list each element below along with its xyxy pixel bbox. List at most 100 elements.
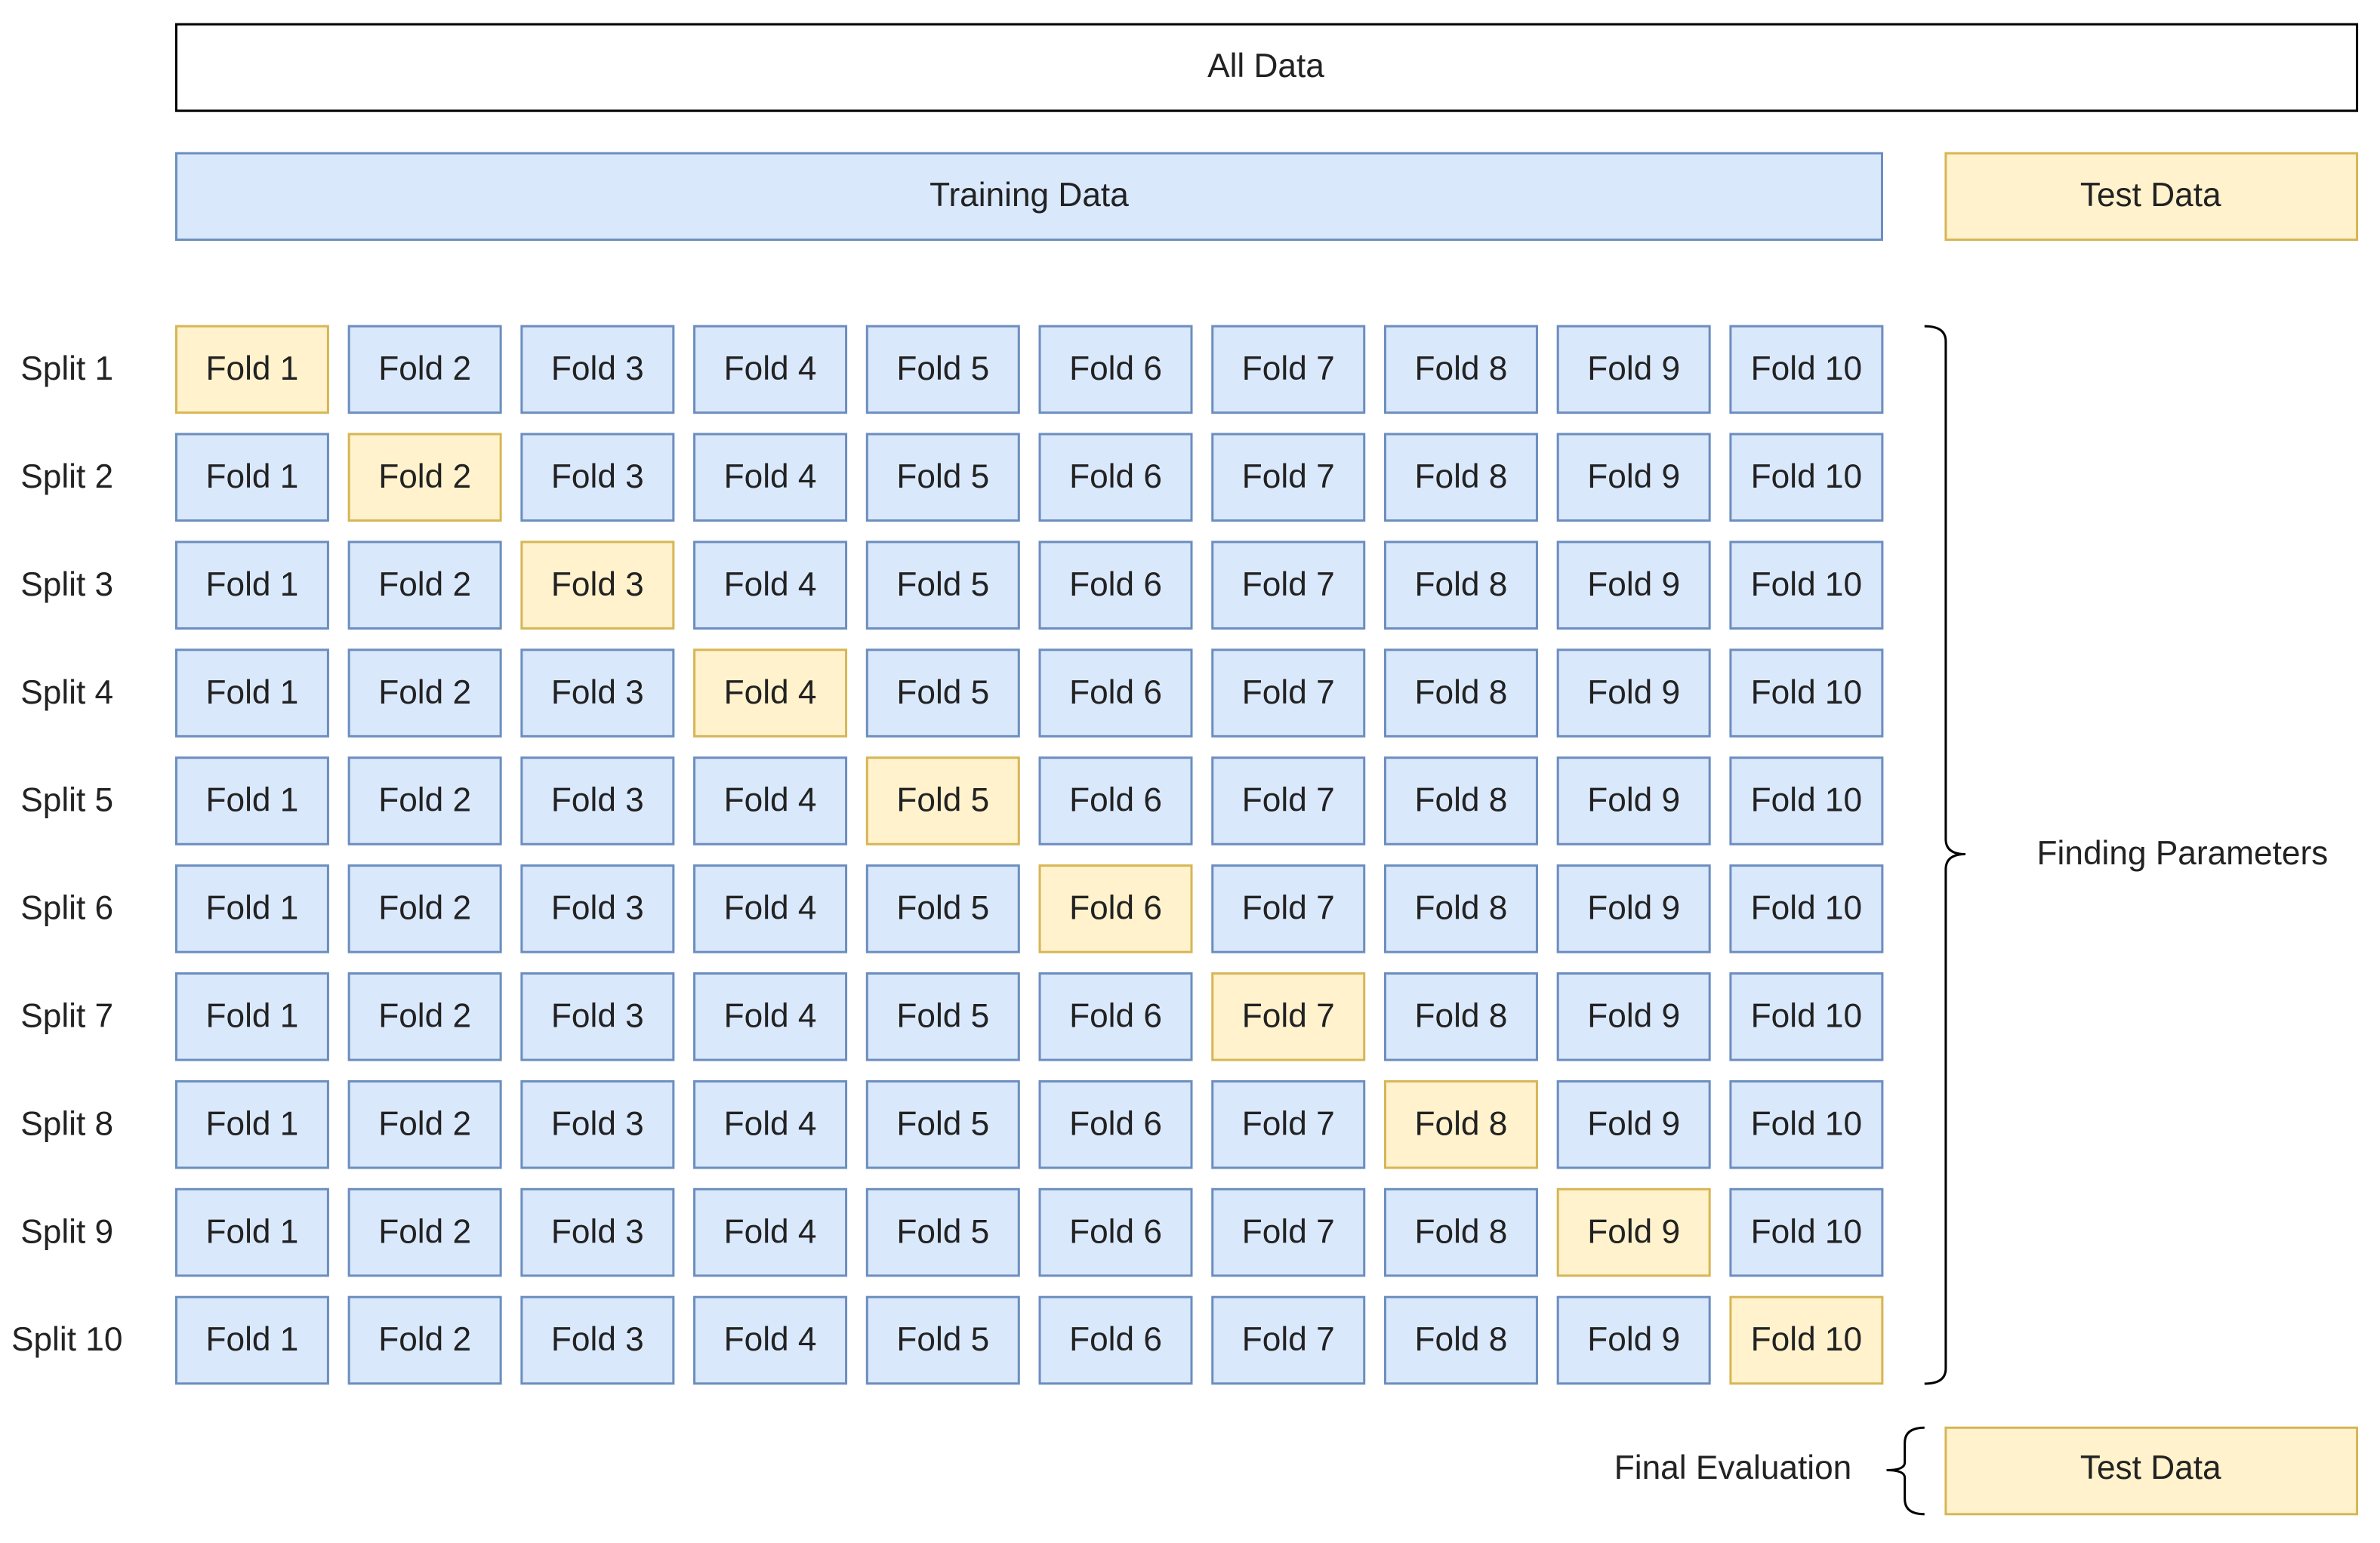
fold-box [1729, 756, 1884, 845]
fold-label: Fold 3 [551, 350, 644, 387]
fold-label: Fold 6 [1069, 890, 1162, 927]
fold-label: Fold 3 [551, 566, 644, 603]
fold-box [1211, 756, 1366, 845]
fold-box [865, 756, 1020, 845]
fold-box [1383, 648, 1538, 738]
fold-box [347, 433, 502, 522]
fold-box [865, 1079, 1020, 1169]
fold-label: Fold 10 [1751, 458, 1862, 495]
fold-box [1038, 1079, 1193, 1169]
fold-box [1383, 325, 1538, 414]
fold-box [1383, 864, 1538, 953]
fold-label: Fold 4 [724, 1213, 817, 1250]
fold-box [1038, 541, 1193, 630]
fold-box [1729, 648, 1884, 738]
fold-box [1729, 972, 1884, 1061]
fold-box [865, 864, 1020, 953]
fold-label: Fold 9 [1587, 782, 1680, 819]
fold-label: Fold 9 [1587, 458, 1680, 495]
final-evaluation-label: Final Evaluation [1614, 1449, 1852, 1486]
fold-label: Fold 2 [378, 458, 471, 495]
fold-box [1038, 1187, 1193, 1277]
fold-label: Fold 3 [551, 458, 644, 495]
fold-label: Fold 2 [378, 350, 471, 387]
fold-label: Fold 1 [205, 1321, 298, 1358]
fold-box [347, 864, 502, 953]
fold-label: Fold 5 [896, 1213, 989, 1250]
fold-label: Fold 10 [1751, 782, 1862, 819]
fold-label: Fold 2 [378, 566, 471, 603]
fold-box [347, 1295, 502, 1385]
fold-box [520, 972, 675, 1061]
fold-box [1556, 1295, 1711, 1385]
fold-label: Fold 5 [896, 782, 989, 819]
fold-box [520, 1187, 675, 1277]
fold-box [174, 433, 329, 522]
fold-box [1038, 864, 1193, 953]
fold-box [347, 1079, 502, 1169]
fold-box [1556, 1187, 1711, 1277]
fold-box [1729, 1079, 1884, 1169]
fold-label: Fold 7 [1242, 890, 1335, 927]
fold-box [1211, 648, 1366, 738]
fold-box [693, 864, 848, 953]
fold-box [520, 325, 675, 414]
fold-label: Fold 3 [551, 1105, 644, 1142]
fold-label: Fold 4 [724, 1105, 817, 1142]
fold-box [174, 541, 329, 630]
fold-label: Fold 6 [1069, 566, 1162, 603]
fold-box [865, 648, 1020, 738]
fold-label: Fold 4 [724, 674, 817, 711]
fold-box [1556, 864, 1711, 953]
fold-label: Fold 1 [205, 350, 298, 387]
fold-label: Fold 9 [1587, 350, 1680, 387]
fold-label: Fold 10 [1751, 1213, 1862, 1250]
fold-label: Fold 9 [1587, 890, 1680, 927]
fold-label: Fold 10 [1751, 997, 1862, 1034]
fold-label: Fold 10 [1751, 890, 1862, 927]
fold-label: Fold 9 [1587, 1321, 1680, 1358]
fold-label: Fold 6 [1069, 1321, 1162, 1358]
fold-label: Fold 1 [205, 997, 298, 1034]
split-label: Split 6 [20, 890, 113, 927]
fold-box [693, 648, 848, 738]
final-test-data-box [1944, 1426, 2359, 1516]
fold-box [693, 972, 848, 1061]
fold-label: Fold 5 [896, 566, 989, 603]
test-data-box [1944, 152, 2359, 242]
fold-label: Fold 8 [1415, 997, 1508, 1034]
fold-box [1211, 433, 1366, 522]
fold-label: Fold 6 [1069, 674, 1162, 711]
fold-label: Fold 2 [378, 1321, 471, 1358]
fold-label: Fold 1 [205, 458, 298, 495]
split-label: Split 7 [20, 997, 113, 1034]
fold-label: Fold 8 [1415, 1321, 1508, 1358]
fold-label: Fold 10 [1751, 350, 1862, 387]
fold-label: Fold 6 [1069, 458, 1162, 495]
fold-box [347, 1187, 502, 1277]
fold-box [1038, 756, 1193, 845]
fold-label: Fold 6 [1069, 1105, 1162, 1142]
fold-label: Fold 2 [378, 674, 471, 711]
fold-box [520, 1079, 675, 1169]
fold-label: Fold 8 [1415, 1105, 1508, 1142]
split-label: Split 2 [20, 458, 113, 495]
fold-label: Fold 7 [1242, 1105, 1335, 1142]
fold-box [693, 325, 848, 414]
fold-label: Fold 5 [896, 1105, 989, 1142]
fold-label: Fold 9 [1587, 1105, 1680, 1142]
fold-box [520, 648, 675, 738]
fold-label: Fold 7 [1242, 674, 1335, 711]
fold-box [865, 972, 1020, 1061]
fold-label: Fold 1 [205, 782, 298, 819]
split-label: Split 8 [20, 1105, 113, 1142]
fold-box [1211, 864, 1366, 953]
fold-box [1556, 972, 1711, 1061]
fold-label: Fold 8 [1415, 1213, 1508, 1250]
fold-box [1383, 1295, 1538, 1385]
fold-box [1556, 1079, 1711, 1169]
fold-box [520, 541, 675, 630]
fold-label: Fold 7 [1242, 1321, 1335, 1358]
fold-label: Fold 2 [378, 1105, 471, 1142]
